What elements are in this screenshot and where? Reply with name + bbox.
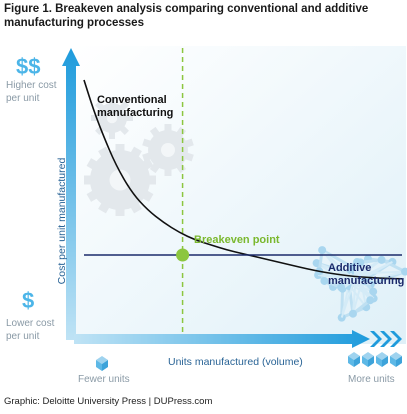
conventional-label: Conventional manufacturing: [97, 94, 197, 120]
x-axis-chevron-2: [380, 331, 392, 347]
conventional-label-text: Conventional manufacturing: [97, 94, 174, 119]
dollar-low-icon: $: [22, 288, 35, 313]
conventional-curve: [83, 79, 403, 280]
figure-title: Figure 1. Breakeven analysis comparing c…: [4, 3, 369, 29]
more-units-cubes-icon: [348, 352, 402, 367]
dollar-high-icon: $$: [16, 54, 41, 79]
x-left-label: Fewer units: [78, 374, 130, 385]
y-bottom-label-line2: per unit: [6, 331, 40, 342]
additive-lattice-icon: [312, 246, 407, 322]
source-credit: Graphic: Deloitte University Press | DUP…: [4, 396, 213, 407]
x-axis-arrow: [74, 330, 370, 348]
y-top-label-line2: per unit: [6, 93, 40, 104]
gears-decoration: [84, 97, 194, 216]
x-right-label: More units: [348, 374, 395, 385]
gear-medium-icon: [142, 124, 194, 176]
gear-large-icon: [84, 144, 156, 216]
gear-small-icon: [91, 97, 133, 139]
y-top-label-line1: Higher cost: [6, 80, 57, 91]
y-axis-title: Cost per unit manufactured: [56, 157, 68, 285]
x-axis-title: Units manufactured (volume): [168, 356, 303, 368]
y-bottom-label-line1: Lower cost: [6, 318, 55, 329]
breakeven-point-marker: [176, 248, 190, 262]
additive-label: Additive manufacturing: [328, 262, 404, 288]
x-axis-chevron-3: [390, 331, 402, 347]
x-axis-chevron-1: [370, 331, 382, 347]
y-axis-arrow: [62, 48, 80, 340]
breakeven-label: Breakeven point: [194, 234, 280, 246]
fewer-units-cube-icon: [96, 356, 108, 371]
additive-label-text: Additive manufacturing: [328, 262, 405, 287]
series-layer: [83, 48, 403, 332]
